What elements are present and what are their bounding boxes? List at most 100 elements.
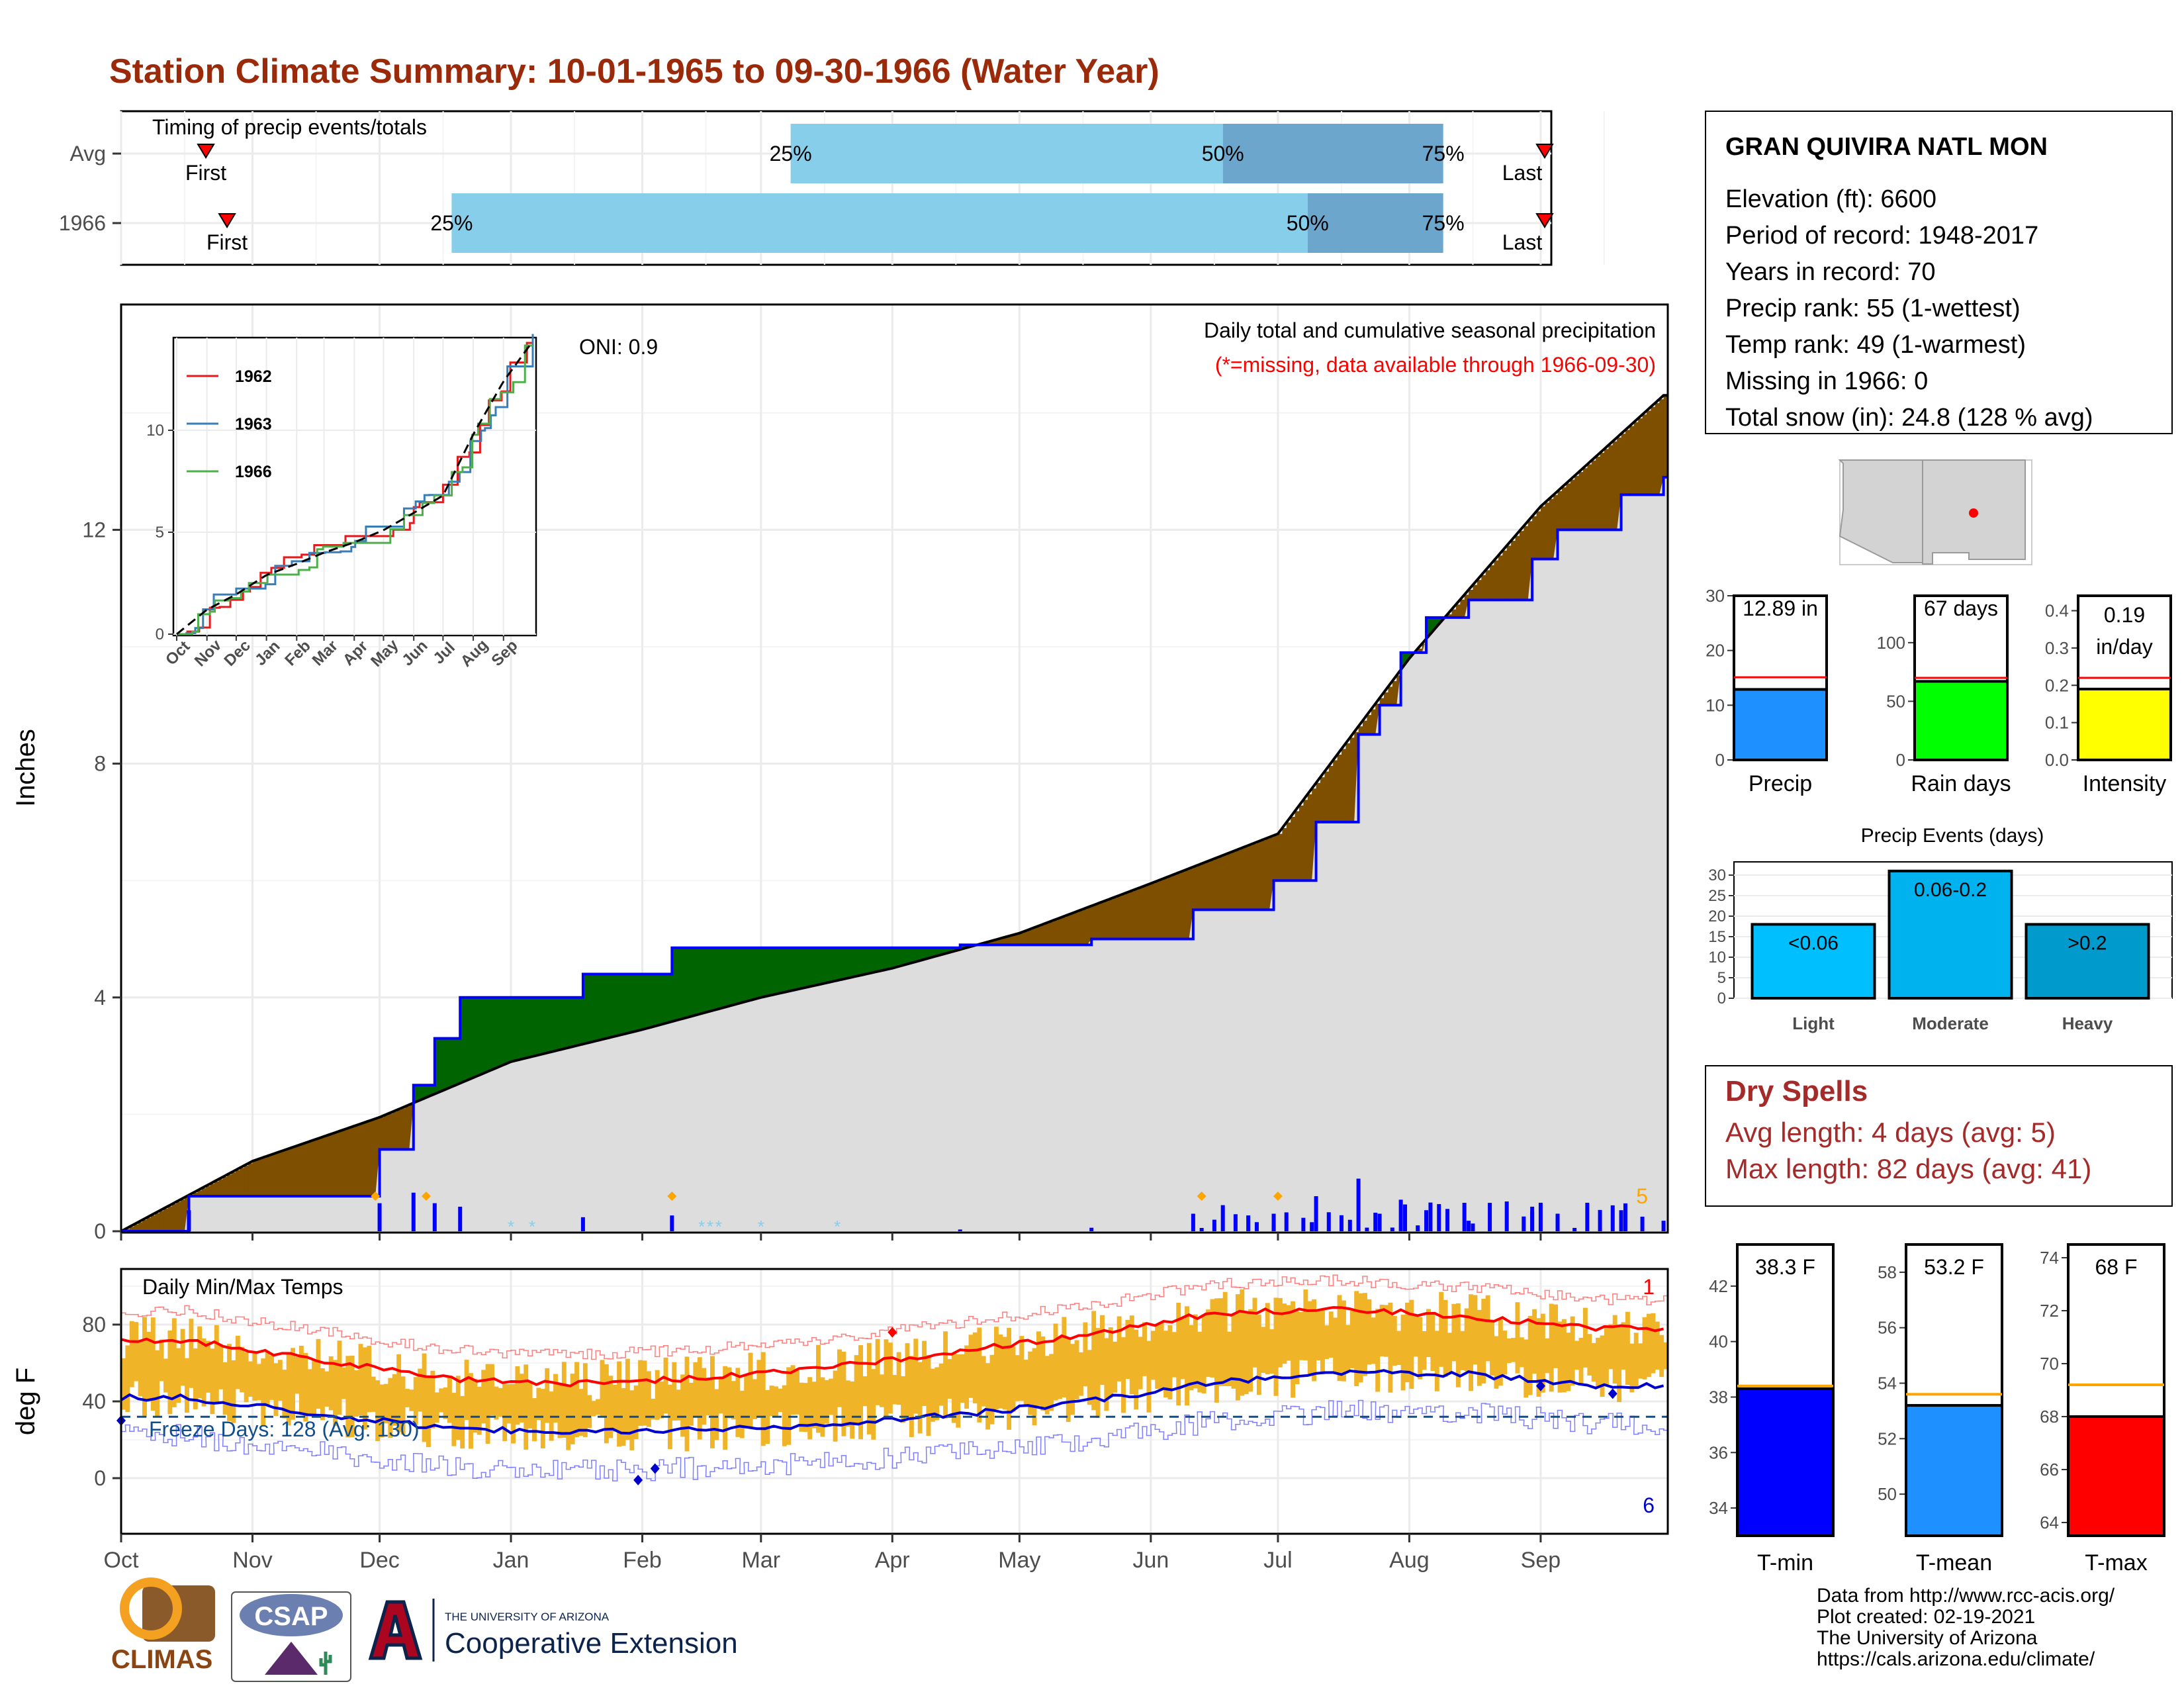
daily-temp-bar bbox=[1545, 1338, 1550, 1374]
precip-diff-segment bbox=[1553, 494, 1559, 559]
precip-diff-segment bbox=[1113, 898, 1118, 939]
timing-bar-25-50 bbox=[451, 193, 1308, 253]
precip-diff-segment bbox=[744, 947, 749, 1002]
precip-diff-segment bbox=[231, 1172, 236, 1197]
daily-temp-bar bbox=[443, 1387, 448, 1419]
daily-temp-bar bbox=[1100, 1315, 1105, 1385]
daily-temp-bar bbox=[464, 1360, 469, 1421]
dry-spells-avg: Avg length: 4 days (avg: 5) bbox=[1725, 1117, 2056, 1148]
precip-diff-segment bbox=[1473, 585, 1478, 600]
precip-events-title: Precip Events (days) bbox=[1861, 825, 2044, 847]
daily-temp-bar bbox=[1506, 1338, 1512, 1363]
precip-diff-segment bbox=[1545, 502, 1550, 559]
daily-temp-bar bbox=[1481, 1299, 1486, 1383]
month-label: Mar bbox=[742, 1548, 781, 1573]
precip-diff-segment bbox=[646, 974, 651, 1029]
precip-diff-segment bbox=[214, 1181, 219, 1197]
precip-diff-segment bbox=[871, 947, 876, 973]
precip-diff-segment bbox=[1087, 907, 1092, 945]
daily-temp-bar bbox=[887, 1342, 893, 1414]
daily-temp-bar bbox=[981, 1356, 986, 1407]
daily-precip-bar bbox=[1339, 1215, 1343, 1231]
daily-temp-bar bbox=[439, 1388, 444, 1413]
daily-temp-bar bbox=[1515, 1302, 1520, 1374]
daily-temp-bar bbox=[1324, 1325, 1330, 1360]
temp-bar-value-label: 53.2 F bbox=[1924, 1255, 1984, 1279]
daily-temp-bar bbox=[1409, 1299, 1414, 1389]
daily-temp-bar bbox=[256, 1364, 261, 1401]
daily-temp-bar bbox=[1405, 1302, 1410, 1383]
daily-temp-bar bbox=[375, 1380, 381, 1442]
temp-bar-value bbox=[1736, 1387, 1835, 1538]
daily-temp-bar bbox=[774, 1386, 778, 1418]
precip-diff-segment bbox=[1557, 491, 1563, 530]
daily-temp-bar bbox=[1074, 1340, 1079, 1399]
precip-diff-segment bbox=[404, 1106, 410, 1150]
daily-temp-bar bbox=[273, 1363, 279, 1417]
precip-diff-segment bbox=[1066, 915, 1071, 945]
precip-diff-segment bbox=[1180, 872, 1185, 939]
daily-temp-bar bbox=[663, 1357, 668, 1414]
precip-diff-segment bbox=[167, 1206, 173, 1231]
precip-diff-segment bbox=[714, 947, 719, 1010]
daily-temp-bar bbox=[1214, 1298, 1219, 1403]
daily-temp-bar bbox=[1176, 1302, 1181, 1406]
inset-series-line bbox=[177, 334, 534, 635]
precip-diff-segment bbox=[1100, 902, 1105, 939]
daily-temp-bar bbox=[1629, 1343, 1635, 1393]
precip-diff-segment bbox=[1663, 395, 1668, 477]
daily-temp-bar bbox=[1633, 1333, 1639, 1387]
precip-diff-segment bbox=[1040, 925, 1046, 945]
daily-temp-bar bbox=[1070, 1344, 1075, 1415]
precip-diff-segment bbox=[473, 997, 478, 1078]
precip-diff-segment bbox=[866, 947, 872, 974]
precip-diff-segment bbox=[337, 1131, 342, 1197]
timing-label-50: 50% bbox=[1287, 211, 1329, 235]
daily-temp-bar bbox=[511, 1383, 516, 1444]
precip-diff-segment bbox=[1524, 526, 1529, 600]
snow-marker: * bbox=[715, 1217, 722, 1237]
daily-temp-bar bbox=[1511, 1338, 1516, 1362]
daily-temp-bar bbox=[1083, 1322, 1088, 1387]
precip-diff-segment bbox=[1083, 909, 1088, 945]
temp-bar-y-tick-label: 66 bbox=[2040, 1460, 2059, 1479]
daily-temp-bar bbox=[261, 1358, 266, 1427]
daily-temp-bar bbox=[197, 1326, 203, 1399]
daily-precip-bar bbox=[1522, 1216, 1526, 1231]
precip-diff-segment bbox=[176, 1201, 181, 1231]
precip-diff-segment bbox=[295, 1146, 300, 1197]
daily-precip-bar bbox=[1089, 1227, 1094, 1231]
daily-temp-bar bbox=[1540, 1313, 1545, 1393]
precip-diff-segment bbox=[240, 1168, 245, 1197]
daily-temp-bar bbox=[1252, 1297, 1257, 1368]
daily-temp-bar bbox=[1578, 1337, 1584, 1385]
precip-diff-segment bbox=[600, 974, 605, 1041]
precip-diff-segment bbox=[1511, 540, 1516, 600]
daily-temp-bar bbox=[189, 1319, 194, 1388]
timing-row-label: Avg bbox=[69, 142, 106, 165]
daily-precip-bar bbox=[1191, 1213, 1195, 1231]
daily-temp-bar bbox=[612, 1385, 617, 1432]
precip-diff-segment bbox=[591, 974, 596, 1043]
temp-panel: deg F 0 40 80 Oct Nov Dec Jan Feb Mar Apr May Jun J… bbox=[11, 1268, 1669, 1573]
inset-y-tick-label: 0 bbox=[156, 626, 164, 643]
daily-precip-bar bbox=[1310, 1222, 1314, 1231]
events-bar bbox=[2025, 923, 2150, 1000]
daily-temp-bar bbox=[1621, 1322, 1626, 1370]
precip-diff-segment bbox=[1095, 904, 1101, 939]
station-elevation: Elevation (ft): 6600 bbox=[1725, 185, 1936, 213]
daily-temp-bar bbox=[1490, 1322, 1494, 1376]
daily-temp-bar bbox=[1519, 1337, 1524, 1368]
precip-diff-segment bbox=[485, 997, 490, 1073]
daily-precip-bar bbox=[1471, 1223, 1475, 1231]
precip-diff-segment bbox=[1320, 777, 1325, 822]
month-label: May bbox=[998, 1548, 1040, 1573]
events-bar-label: 0.06-0.2 bbox=[1914, 879, 1987, 901]
daily-precip-bar bbox=[1610, 1205, 1615, 1231]
timing-row-label: 1966 bbox=[59, 211, 106, 235]
precip-diff-segment bbox=[1146, 885, 1152, 939]
daily-temp-bar bbox=[621, 1387, 626, 1446]
daily-temp-bar bbox=[1320, 1308, 1325, 1375]
snow-marker: * bbox=[698, 1217, 705, 1237]
daily-temp-bar bbox=[1557, 1321, 1563, 1393]
